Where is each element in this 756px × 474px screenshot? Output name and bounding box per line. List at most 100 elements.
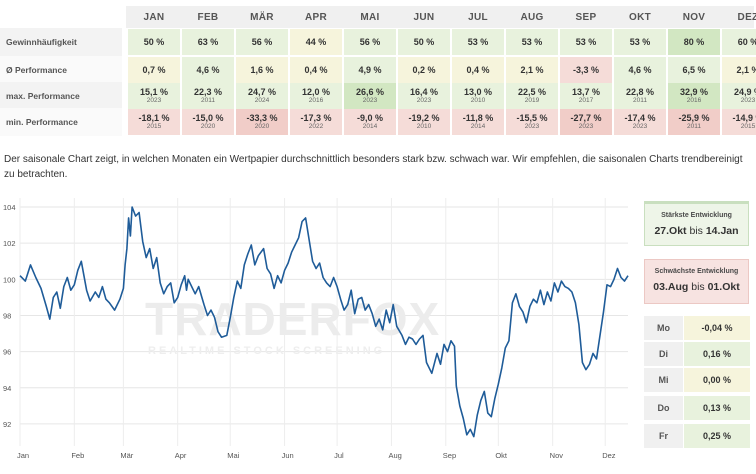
stat-cell: 4,6 % xyxy=(614,57,666,83)
stat-value: -9,0 % xyxy=(356,113,383,123)
stat-value: 22,3 % xyxy=(193,87,223,97)
strongest-range: 27.Okt bis 14.Jan xyxy=(645,225,748,237)
stat-value: 63 % xyxy=(197,37,219,47)
stat-year: 2010 xyxy=(470,97,486,104)
stat-value: 50 % xyxy=(413,37,435,47)
stat-value: -3,3 % xyxy=(572,65,599,75)
stat-cell: 24,9 %2023 xyxy=(722,83,756,109)
stat-value: -17,3 % xyxy=(300,113,332,123)
stat-value: -11,8 % xyxy=(462,113,494,123)
weekday-value: -0,04 % xyxy=(684,316,750,340)
weekday-value: 0,13 % xyxy=(684,396,750,420)
stat-cell: 16,4 % 2023 xyxy=(398,83,450,109)
x-tick-label: Mär xyxy=(120,451,133,460)
stat-cell: 0,4 % xyxy=(452,57,504,83)
stat-year: 2023 xyxy=(632,123,648,130)
seasonal-line-chart: TRADERFOX REALTIME STOCK SCREENING 10410… xyxy=(3,198,629,460)
stat-value: 6,5 % xyxy=(682,65,706,75)
stat-cell: 0,4 % xyxy=(290,57,342,83)
stat-value: 53 % xyxy=(629,37,651,47)
stat-year: 2015 xyxy=(146,123,162,130)
x-tick-label: Jan xyxy=(17,451,29,460)
strongest-development-box: Stärkste Entwicklung 27.Okt bis 14.Jan xyxy=(644,201,749,246)
stat-value: -17,4 % xyxy=(624,113,656,123)
stat-cell: -15,0 % 2020 xyxy=(182,109,234,135)
stat-value: 53 % xyxy=(467,37,489,47)
weekday-row: Fr 0,25 % xyxy=(644,424,750,448)
stat-year: 2014 xyxy=(362,123,378,130)
x-tick-label: Okt xyxy=(495,451,508,460)
stat-cell: -14,9 %2015 xyxy=(722,109,756,135)
stat-year: 2020 xyxy=(200,123,216,130)
stat-value: 16,4 % xyxy=(409,87,439,97)
stat-value: 60 % xyxy=(737,37,756,47)
stat-value: 13,7 % xyxy=(571,87,601,97)
stat-value: 0,7 % xyxy=(142,65,166,75)
stat-year: 2016 xyxy=(308,97,324,104)
stat-value: -27,7 % xyxy=(570,113,602,123)
stat-cell: 0,7 % xyxy=(128,57,180,83)
stat-cell: 32,9 % 2016 xyxy=(668,83,720,109)
stat-cell: -25,9 % 2011 xyxy=(668,109,720,135)
y-tick-label: 100 xyxy=(3,275,16,284)
y-axis-ticks: 104 102 100 98 96 94 92 xyxy=(3,203,16,429)
stat-value: 2,1 % xyxy=(736,65,756,75)
stat-value: 2,1 % xyxy=(520,65,544,75)
x-tick-label: Jul xyxy=(334,451,344,460)
stat-cell: 2,1 % xyxy=(506,57,558,83)
weakest-to: 01.Okt xyxy=(707,281,740,293)
month-header: APR xyxy=(304,11,327,23)
stat-cell: 0,2 % xyxy=(398,57,450,83)
month-header: JAN xyxy=(143,11,165,23)
stat-value: -14,9 % xyxy=(732,113,756,123)
weekday-name: Di xyxy=(644,342,683,366)
stat-cell: 15,1 % 2023 xyxy=(128,83,180,109)
weakest-from: 03.Aug xyxy=(653,281,689,293)
stat-value: 53 % xyxy=(521,37,543,47)
month-header: SEP xyxy=(575,11,597,23)
stat-value: 1,6 % xyxy=(250,65,274,75)
stat-value: 22,8 % xyxy=(625,87,655,97)
stat-cell: -17,3 % 2022 xyxy=(290,109,342,135)
stat-value: 0,4 % xyxy=(304,65,328,75)
month-header: DEZ xyxy=(737,11,756,23)
stat-cell: -19,2 % 2010 xyxy=(398,109,450,135)
weekday-name: Do xyxy=(644,396,683,420)
stat-value: -33,3 % xyxy=(246,113,278,123)
stat-year: 2011 xyxy=(687,123,701,130)
seasonal-line xyxy=(19,206,629,438)
weekday-name: Mo xyxy=(644,316,683,340)
stat-cell: 53 % xyxy=(506,29,558,55)
stat-value: 24,9 % xyxy=(733,87,756,97)
y-tick-label: 98 xyxy=(3,311,11,320)
weekday-value: 0,16 % xyxy=(684,342,750,366)
stat-value: -19,2 % xyxy=(408,113,440,123)
stat-year: 2023 xyxy=(416,97,432,104)
y-tick-label: 102 xyxy=(3,239,16,248)
stat-year: 2014 xyxy=(470,123,486,130)
stat-cell: -3,3 % xyxy=(560,57,612,83)
stat-value: 32,9 % xyxy=(679,87,709,97)
stat-cell: -17,4 % 2023 xyxy=(614,109,666,135)
stat-value: -15,0 % xyxy=(192,113,224,123)
weekday-row: Do 0,13 % xyxy=(644,396,750,420)
stat-cell: 53 % xyxy=(452,29,504,55)
x-tick-label: Nov xyxy=(550,451,564,460)
stat-cell: -15,5 % 2023 xyxy=(506,109,558,135)
month-header: FEB xyxy=(197,11,219,23)
watermark-tagline: REALTIME STOCK SCREENING xyxy=(148,345,385,357)
stat-cell: 12,0 % 2016 xyxy=(290,83,342,109)
stat-value: -15,5 % xyxy=(516,113,548,123)
stat-year: 2011 xyxy=(633,97,647,104)
stat-cell: -18,1 % 2015 xyxy=(128,109,180,135)
month-header: AUG xyxy=(520,11,544,23)
stat-cell: 44 % xyxy=(290,29,342,55)
stat-year: 2020 xyxy=(254,123,270,130)
stat-cell: -9,0 % 2014 xyxy=(344,109,396,135)
stat-value: 4,9 % xyxy=(358,65,382,75)
stat-cell: 22,3 % 2011 xyxy=(182,83,234,109)
stat-value: 13,0 % xyxy=(463,87,493,97)
stat-value: 4,6 % xyxy=(196,65,220,75)
stat-value: 80 % xyxy=(683,37,705,47)
stat-cell: 50 % xyxy=(398,29,450,55)
